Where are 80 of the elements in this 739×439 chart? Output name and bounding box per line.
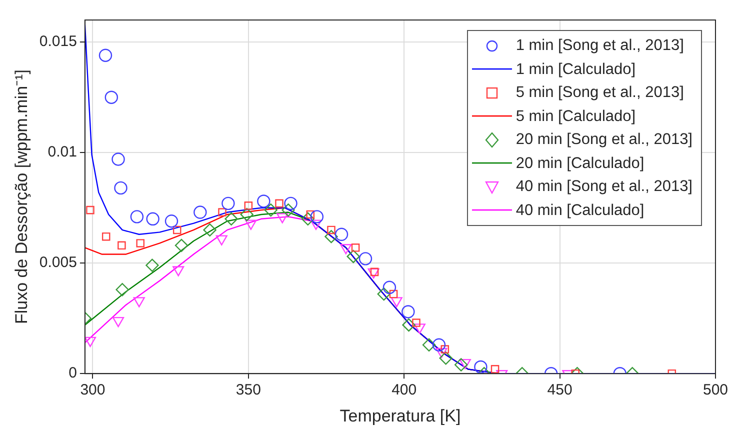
point bbox=[474, 360, 488, 374]
point bbox=[136, 239, 144, 248]
point bbox=[402, 318, 416, 332]
y-tick-label: 0 bbox=[68, 364, 77, 382]
point bbox=[282, 203, 295, 217]
point bbox=[382, 280, 396, 294]
point bbox=[224, 212, 238, 226]
point bbox=[340, 244, 352, 254]
point bbox=[130, 210, 144, 224]
point bbox=[454, 358, 468, 372]
point bbox=[432, 338, 446, 352]
point bbox=[389, 290, 398, 298]
point bbox=[301, 212, 314, 226]
point bbox=[368, 268, 380, 279]
point bbox=[203, 223, 216, 237]
point bbox=[102, 232, 110, 241]
point bbox=[174, 238, 188, 252]
point bbox=[172, 226, 182, 234]
point bbox=[118, 241, 126, 250]
point bbox=[86, 206, 94, 214]
point bbox=[334, 228, 348, 241]
point bbox=[351, 243, 360, 252]
x-tick-label: 400 bbox=[392, 382, 417, 399]
point bbox=[436, 348, 448, 358]
x-tick-label: 500 bbox=[702, 382, 728, 399]
x-axis-title: Temperatura [K] bbox=[340, 406, 461, 426]
point bbox=[240, 208, 254, 222]
point bbox=[112, 316, 124, 328]
point bbox=[84, 336, 96, 348]
legend-label: 5 min [Song et al., 2013] bbox=[516, 83, 684, 103]
legend-label: 40 min [Calculado] bbox=[516, 200, 644, 220]
point bbox=[310, 210, 324, 224]
point bbox=[245, 220, 257, 230]
x-tick-label: 450 bbox=[547, 382, 572, 399]
point bbox=[390, 297, 402, 308]
legend-label: 5 min [Calculado] bbox=[516, 106, 636, 126]
point bbox=[276, 213, 288, 224]
point bbox=[412, 318, 420, 327]
legend-label: 20 min [Song et al., 2013] bbox=[516, 130, 692, 150]
point bbox=[133, 297, 145, 308]
point bbox=[459, 358, 471, 370]
legend-label: 40 min [Song et al., 2013] bbox=[516, 177, 692, 197]
x-tick-label: 300 bbox=[80, 382, 106, 399]
point bbox=[414, 324, 426, 334]
point bbox=[222, 196, 235, 210]
y-axis-title: Fluxo de Dessorção [wppm.min⁻¹] bbox=[12, 70, 31, 324]
point bbox=[218, 208, 226, 216]
y-tick-label: 0.01 bbox=[48, 144, 77, 161]
legend-label: 20 min [Calculado] bbox=[516, 154, 644, 174]
point bbox=[422, 338, 436, 352]
point bbox=[172, 266, 184, 276]
point bbox=[275, 199, 284, 208]
point bbox=[358, 252, 372, 266]
point bbox=[116, 283, 129, 296]
point bbox=[98, 48, 112, 62]
y-tick-label: 0.015 bbox=[39, 33, 77, 50]
point bbox=[377, 287, 390, 301]
legend-label: 1 min [Song et al., 2013] bbox=[516, 36, 684, 56]
point bbox=[324, 230, 338, 244]
point bbox=[310, 220, 322, 230]
point bbox=[244, 202, 253, 210]
point bbox=[104, 90, 118, 104]
point bbox=[216, 235, 228, 246]
point bbox=[439, 352, 452, 365]
y-tick-label: 0.005 bbox=[39, 254, 77, 272]
point bbox=[327, 226, 336, 234]
point bbox=[402, 305, 415, 318]
point bbox=[114, 181, 128, 195]
point bbox=[194, 206, 207, 219]
point bbox=[146, 258, 159, 272]
point bbox=[146, 212, 160, 226]
point bbox=[257, 194, 270, 208]
point bbox=[346, 250, 360, 264]
x-tick-label: 350 bbox=[236, 382, 261, 399]
point bbox=[490, 365, 500, 374]
legend-label: 1 min [Calculado] bbox=[516, 60, 636, 80]
point bbox=[164, 214, 178, 228]
point bbox=[284, 196, 298, 210]
point bbox=[264, 203, 278, 217]
point bbox=[112, 152, 125, 166]
